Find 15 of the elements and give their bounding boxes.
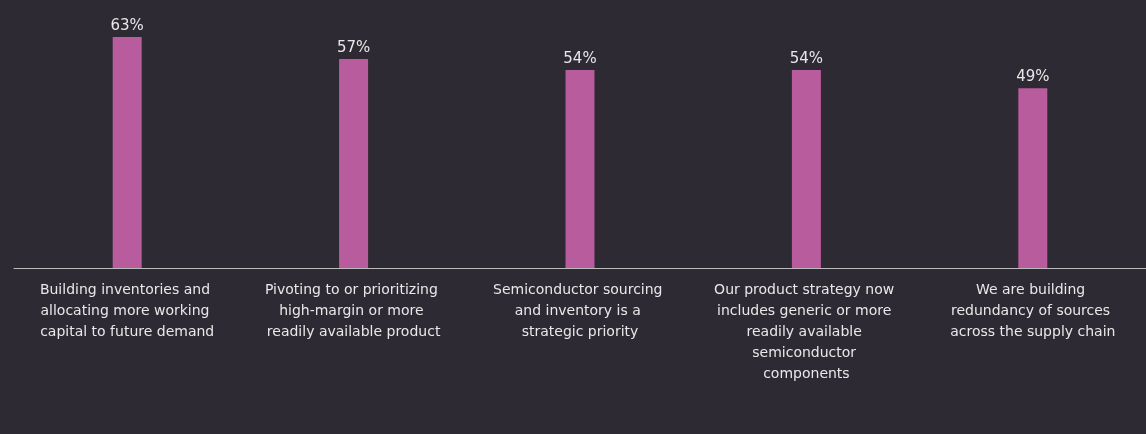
x-tick-label: Our product strategy now includes generic or more readily available semiconductor components <box>714 280 899 381</box>
x-tick-label: Building inventories and allocating more working capital to future demand <box>39 280 215 339</box>
data-label: 49% <box>1016 66 1050 85</box>
bar <box>112 37 142 268</box>
data-label: 54% <box>563 48 597 67</box>
bar <box>565 70 595 268</box>
x-tick-label: Pivoting to or prioritizing high-margin or more readily available product <box>264 280 443 339</box>
bar <box>339 59 369 268</box>
data-label: 57% <box>336 37 371 56</box>
bar <box>1018 88 1048 268</box>
data-label: 63% <box>110 15 144 34</box>
bar <box>791 70 821 268</box>
data-label: 54% <box>789 48 824 67</box>
x-tick-label: Semiconductor sourcing and inventory is a strategic priority <box>493 280 667 339</box>
x-tick-label: We are building redundancy of sources across the supply chain <box>950 280 1116 339</box>
